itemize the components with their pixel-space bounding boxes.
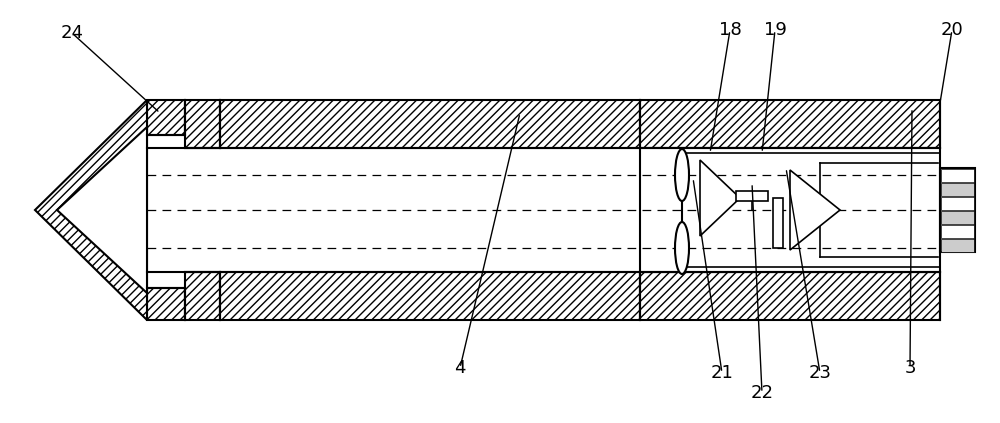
Text: 22: 22 bbox=[750, 384, 774, 402]
Polygon shape bbox=[640, 100, 940, 148]
Polygon shape bbox=[941, 211, 974, 223]
Polygon shape bbox=[147, 288, 185, 320]
Polygon shape bbox=[773, 198, 783, 248]
Polygon shape bbox=[35, 100, 147, 320]
Text: 24: 24 bbox=[60, 24, 84, 42]
Text: 4: 4 bbox=[454, 359, 466, 377]
Polygon shape bbox=[57, 127, 147, 293]
Text: 20: 20 bbox=[941, 21, 963, 39]
Ellipse shape bbox=[675, 222, 689, 274]
Text: 18: 18 bbox=[719, 21, 741, 39]
Polygon shape bbox=[185, 100, 220, 148]
Polygon shape bbox=[185, 272, 220, 320]
Text: 3: 3 bbox=[904, 359, 916, 377]
Polygon shape bbox=[940, 168, 975, 252]
Polygon shape bbox=[640, 272, 940, 320]
Polygon shape bbox=[941, 239, 974, 252]
Polygon shape bbox=[147, 100, 185, 135]
Text: 23: 23 bbox=[808, 364, 832, 382]
Polygon shape bbox=[220, 272, 640, 320]
Polygon shape bbox=[220, 100, 640, 148]
Polygon shape bbox=[147, 148, 940, 272]
Polygon shape bbox=[790, 170, 840, 250]
Polygon shape bbox=[941, 168, 974, 181]
Polygon shape bbox=[700, 160, 740, 236]
Text: 21: 21 bbox=[711, 364, 733, 382]
Polygon shape bbox=[941, 197, 974, 209]
Polygon shape bbox=[941, 182, 974, 195]
Polygon shape bbox=[941, 225, 974, 237]
Text: 19: 19 bbox=[764, 21, 786, 39]
Ellipse shape bbox=[675, 149, 689, 201]
Polygon shape bbox=[640, 148, 940, 272]
Polygon shape bbox=[736, 191, 768, 201]
